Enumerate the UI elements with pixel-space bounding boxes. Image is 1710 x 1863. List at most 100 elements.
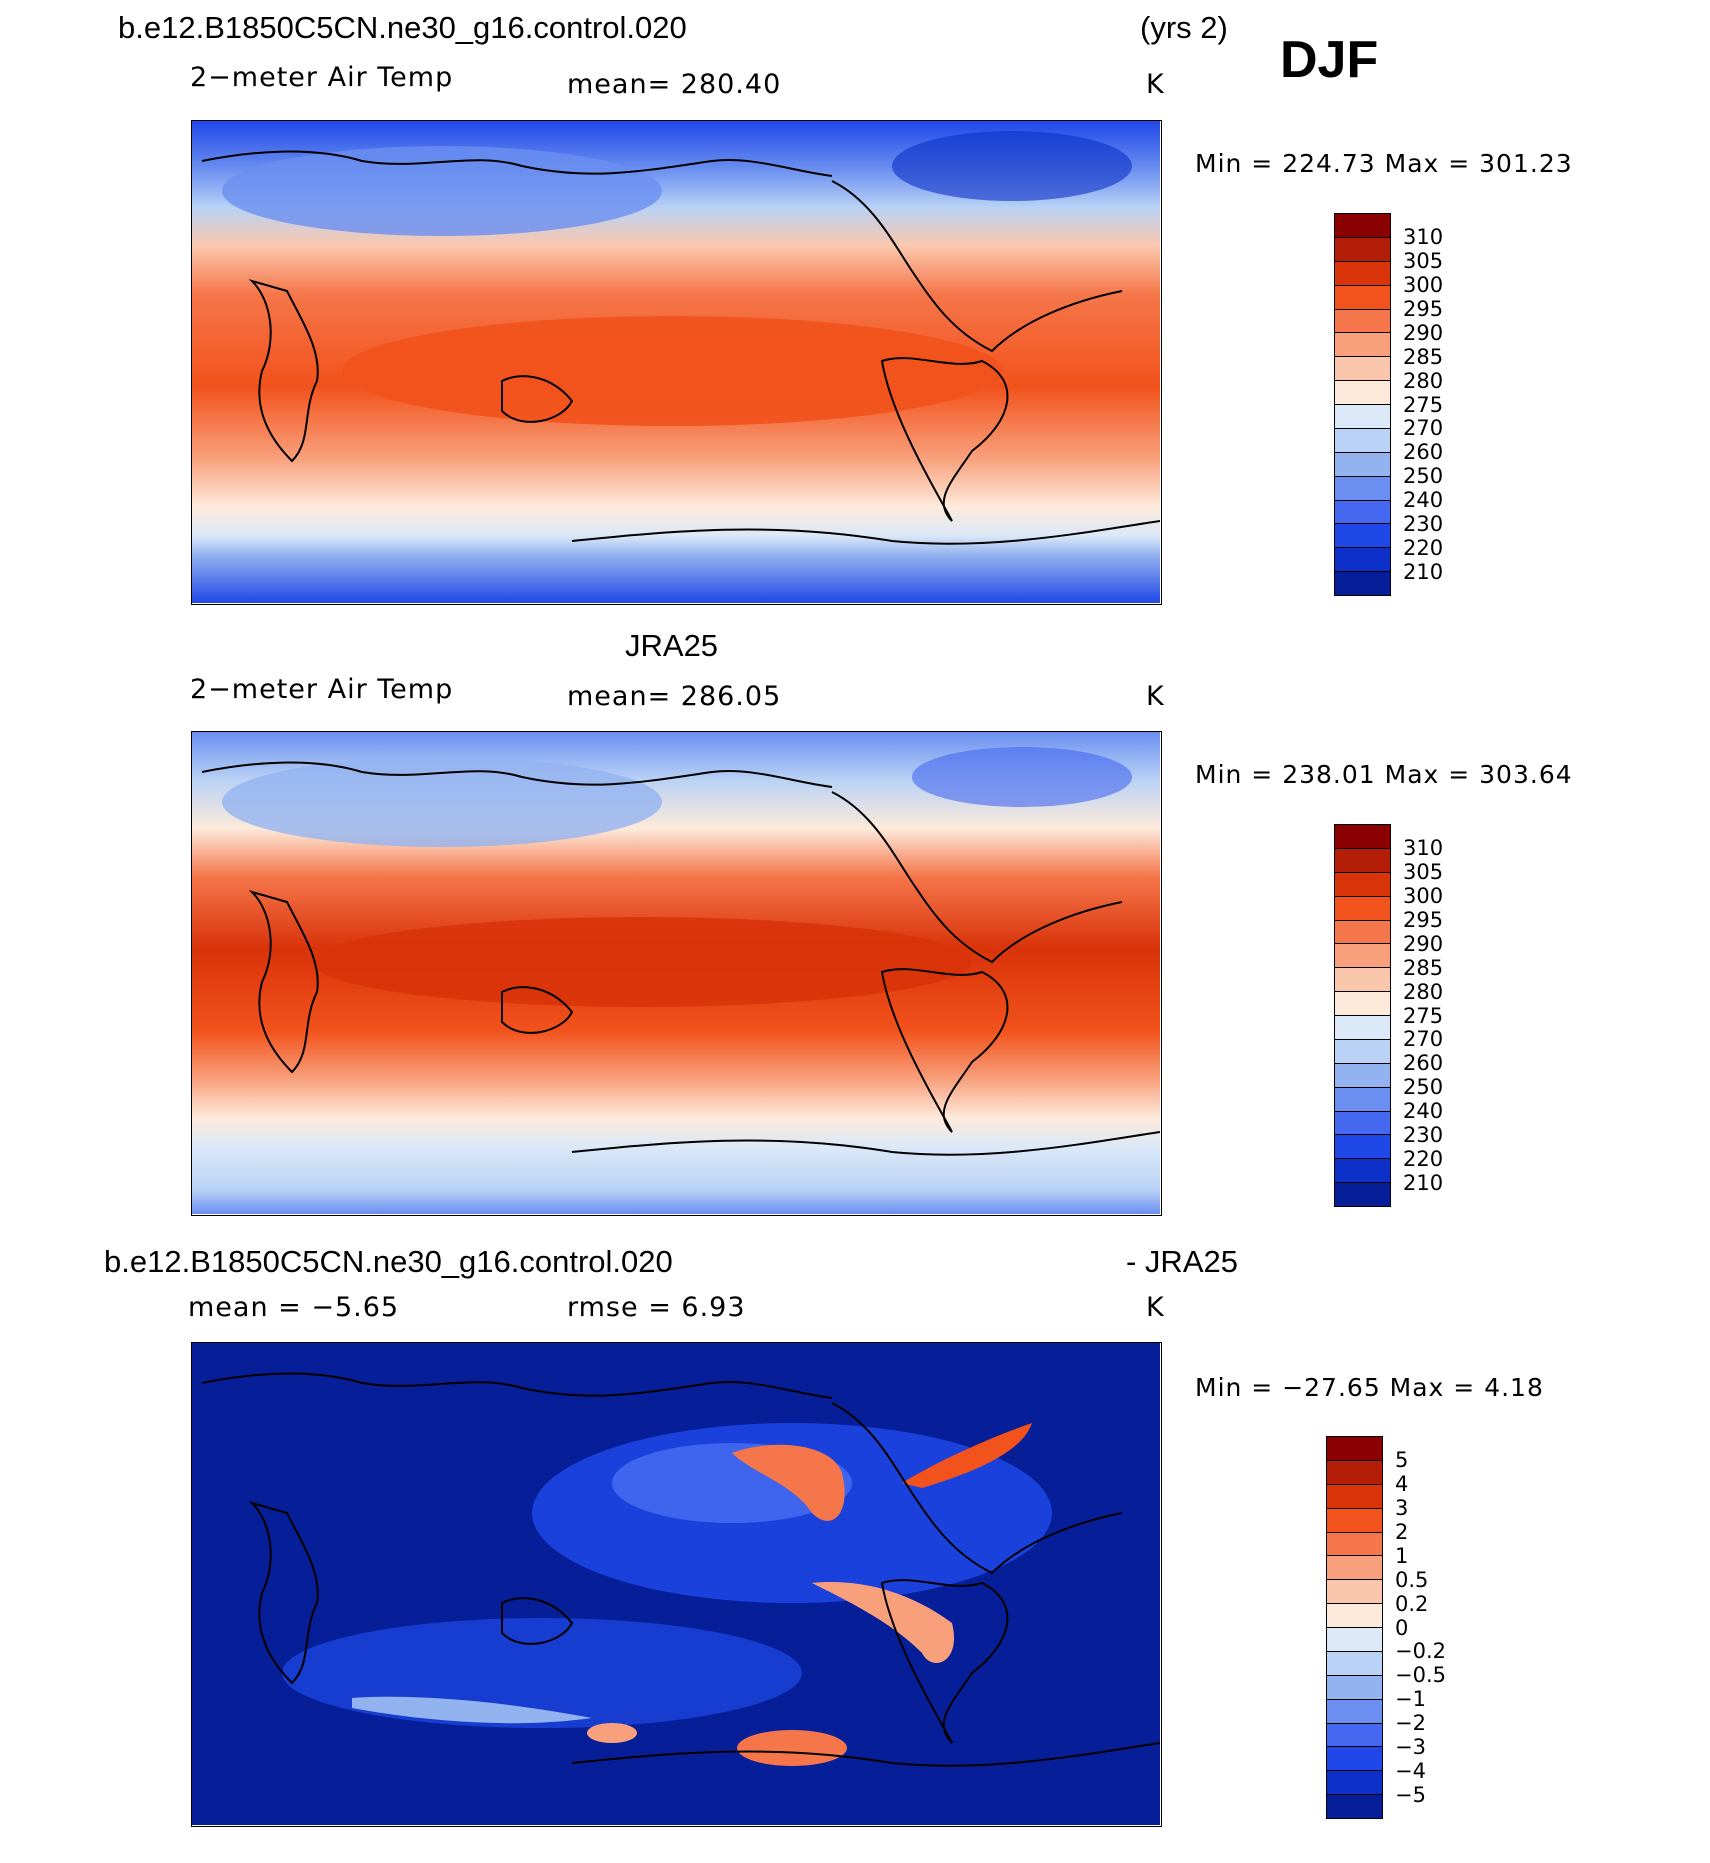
colorbar-label: 305: [1403, 859, 1444, 884]
colorbar-label: 260: [1403, 440, 1444, 465]
panel1-cold-eurasia: [222, 146, 662, 236]
panel1-warm-pool: [342, 316, 1002, 426]
panel1-colorbar-swatch: [1335, 308, 1390, 333]
panel3-coastlines: [201, 1372, 1160, 1767]
colorbar-label: 220: [1403, 536, 1444, 561]
panel3-colorbar-swatch: [1327, 1722, 1382, 1747]
panel1-colorbar-swatch: [1335, 427, 1390, 452]
colorbar-label: 220: [1403, 1147, 1444, 1172]
colorbar-label: −1: [1395, 1687, 1426, 1712]
panel2-colorbar-swatch: [1335, 1158, 1390, 1183]
panel2-colorbar-swatch: [1335, 943, 1390, 968]
panel2-colorbar-swatch: [1335, 825, 1390, 848]
colorbar-label: 230: [1403, 1123, 1444, 1148]
colorbar-label: 1: [1395, 1543, 1409, 1568]
panel1-coastlines: [201, 150, 1160, 545]
colorbar-label: −2: [1395, 1711, 1426, 1736]
colorbar-label: 250: [1403, 1075, 1444, 1100]
colorbar-label: 210: [1403, 560, 1444, 585]
colorbar-label: 0.2: [1395, 1591, 1429, 1616]
panel3-colorbar-swatch: [1327, 1555, 1382, 1580]
panel2-title: JRA25: [625, 628, 719, 663]
panel1-colorbar-swatch: [1335, 571, 1390, 595]
colorbar-label: 310: [1403, 224, 1444, 249]
colorbar-label: 3: [1395, 1495, 1409, 1520]
panel3-colorbar-swatch: [1327, 1459, 1382, 1484]
panel2-colorbar-swatch: [1335, 1062, 1390, 1087]
panel1-colorbar-swatch: [1335, 284, 1390, 309]
colorbar-label: 305: [1403, 248, 1444, 273]
panel3-colorbar-labels: 5 4 3 2 1 0.5 0.2 0 −0.2 −0.5 −1 −2 −3 −…: [1395, 1436, 1475, 1819]
panel3-colorbar-swatch: [1327, 1437, 1382, 1460]
panel2-colorbar-swatch: [1335, 847, 1390, 872]
season-label: DJF: [1280, 31, 1379, 89]
panel3-warm-bias-southern-ocean: [587, 1723, 637, 1743]
colorbar-label: 270: [1403, 416, 1444, 441]
panel1-colorbar-swatch: [1335, 260, 1390, 285]
panel3-colorbar-swatch: [1327, 1603, 1382, 1627]
panel1-colorbar-swatch: [1335, 214, 1390, 237]
panel1-colorbar-swatch: [1335, 475, 1390, 500]
colorbar-label: 240: [1403, 488, 1444, 513]
panel2-warm-pool: [312, 917, 972, 1007]
colorbar-label: −0.5: [1395, 1663, 1446, 1688]
panel1-colorbar-swatch: [1335, 332, 1390, 357]
panel3-warm-bias-east-pacific: [812, 1582, 955, 1663]
colorbar-label: 4: [1395, 1471, 1409, 1496]
panel1-colorbar-swatch: [1335, 380, 1390, 404]
panel3-map: [191, 1342, 1162, 1827]
panel3-colorbar-swatch: [1327, 1746, 1382, 1771]
panel2-colorbar-swatch: [1335, 1182, 1390, 1206]
panel3-case-title: b.e12.B1850C5CN.ne30_g16.control.020: [104, 1244, 673, 1279]
panel1-colorbar-swatch: [1335, 547, 1390, 572]
colorbar-label: 0.5: [1395, 1567, 1429, 1592]
colorbar-label: 290: [1403, 931, 1444, 956]
panel3-colorbar-swatch: [1327, 1483, 1382, 1508]
panel3-colorbar-swatch: [1327, 1674, 1382, 1699]
colorbar-label: 285: [1403, 955, 1444, 980]
colorbar-label: 210: [1403, 1171, 1444, 1196]
panel2-colorbar-swatch: [1335, 1110, 1390, 1135]
panel2-colorbar-swatch: [1335, 871, 1390, 896]
panel3-colorbar-swatch: [1327, 1770, 1382, 1795]
panel3-colorbar-swatch: [1327, 1507, 1382, 1532]
panel3-colorbar-swatch: [1327, 1698, 1382, 1723]
panel2-map: [191, 731, 1162, 1216]
panel3-colorbar: [1326, 1436, 1383, 1819]
panel2-mean: mean= 286.05: [567, 681, 782, 712]
panel3-minus-title: - JRA25: [1126, 1244, 1238, 1279]
panel1-colorbar-swatch: [1335, 404, 1390, 428]
colorbar-label: 300: [1403, 272, 1444, 297]
colorbar-label: 275: [1403, 392, 1444, 417]
colorbar-label: 300: [1403, 883, 1444, 908]
colorbar-label: 5: [1395, 1447, 1409, 1472]
panel3-units: K: [1146, 1292, 1165, 1323]
panel2-units: K: [1146, 681, 1165, 712]
colorbar-label: 0: [1395, 1615, 1409, 1640]
colorbar-label: 270: [1403, 1027, 1444, 1052]
panel1-case-title: b.e12.B1850C5CN.ne30_g16.control.020: [118, 10, 687, 45]
panel2-colorbar-swatch: [1335, 1038, 1390, 1063]
colorbar-label: 2: [1395, 1519, 1409, 1544]
panel1-mean: mean= 280.40: [567, 69, 782, 100]
panel2-colorbar-labels: 310 305 300 295 290 285 280 275 270 260 …: [1403, 824, 1473, 1207]
colorbar-label: 295: [1403, 296, 1444, 321]
panel2-colorbar-swatch: [1335, 967, 1390, 992]
panel1-minmax: Min = 224.73 Max = 301.23: [1195, 149, 1573, 178]
panel2-minmax: Min = 238.01 Max = 303.64: [1195, 760, 1573, 789]
panel1-colorbar: [1334, 213, 1391, 596]
panel2-colorbar-swatch: [1335, 1086, 1390, 1111]
colorbar-label: 280: [1403, 979, 1444, 1004]
panel1-years: (yrs 2): [1140, 10, 1228, 45]
panel3-warm-bias-north-atlantic: [902, 1423, 1032, 1488]
panel1-colorbar-swatch: [1335, 451, 1390, 476]
colorbar-label: 275: [1403, 1003, 1444, 1028]
colorbar-label: −4: [1395, 1759, 1426, 1784]
panel1-colorbar-swatch: [1335, 499, 1390, 524]
panel3-mean: mean = −5.65: [188, 1292, 400, 1323]
panel2-colorbar-swatch: [1335, 919, 1390, 944]
colorbar-label: −5: [1395, 1783, 1426, 1808]
panel2-colorbar-swatch: [1335, 1015, 1390, 1039]
panel1-variable: 2−meter Air Temp: [190, 62, 454, 93]
panel3-minmax: Min = −27.65 Max = 4.18: [1195, 1373, 1544, 1402]
